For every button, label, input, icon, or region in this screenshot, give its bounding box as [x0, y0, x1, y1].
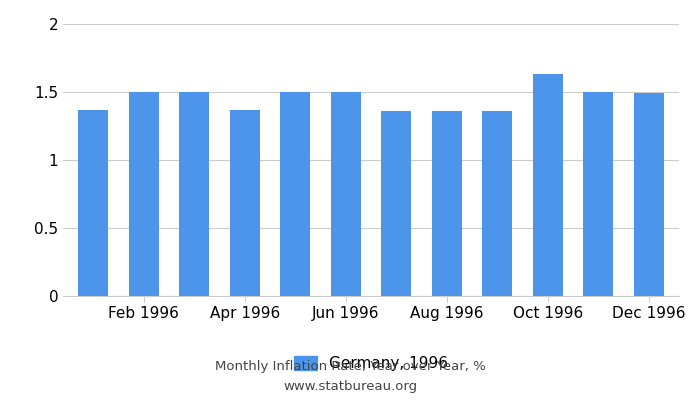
Bar: [583, 92, 613, 296]
Bar: [330, 92, 361, 296]
Bar: [78, 110, 108, 296]
Bar: [634, 93, 664, 296]
Bar: [280, 92, 310, 296]
Bar: [381, 111, 412, 296]
Text: Monthly Inflation Rate, Year over Year, %: Monthly Inflation Rate, Year over Year, …: [215, 360, 485, 373]
Bar: [432, 111, 462, 296]
Bar: [179, 92, 209, 296]
Bar: [533, 74, 563, 296]
Text: www.statbureau.org: www.statbureau.org: [283, 380, 417, 393]
Bar: [129, 92, 159, 296]
Legend: Germany, 1996: Germany, 1996: [288, 350, 454, 377]
Bar: [230, 110, 260, 296]
Bar: [482, 111, 512, 296]
